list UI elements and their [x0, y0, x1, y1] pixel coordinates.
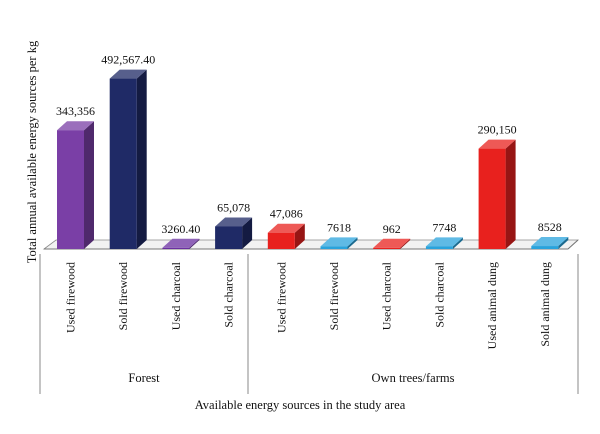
- bar: [267, 223, 305, 249]
- bar-top: [478, 139, 516, 149]
- bar-front: [320, 246, 348, 249]
- value-label: 3260.40: [161, 222, 200, 236]
- category-label: Used animal dung: [485, 262, 499, 349]
- bar: [425, 237, 463, 249]
- bar: [478, 139, 516, 249]
- bar-side: [84, 121, 94, 249]
- bar-side: [294, 223, 305, 249]
- bar: [320, 237, 358, 249]
- bar: [57, 121, 94, 249]
- value-label: 290,150: [478, 123, 517, 137]
- bar-top: [373, 238, 411, 248]
- bars: [57, 69, 569, 249]
- category-label: Sold animal dung: [538, 262, 552, 347]
- bar-top: [425, 237, 463, 247]
- value-label: 343,356: [56, 104, 95, 118]
- value-label: 65,078: [217, 200, 250, 214]
- bar-front: [215, 226, 243, 249]
- value-labels: 343,356 492,567.40 3260.40 65,078 47,086 7618…: [56, 53, 562, 236]
- value-label: 7748: [432, 220, 456, 234]
- bar-front: [267, 232, 295, 249]
- bar-side: [400, 238, 411, 249]
- bar-top: [267, 223, 305, 233]
- bar-top: [215, 217, 253, 227]
- bar-front: [478, 148, 506, 249]
- bar-front: [57, 130, 84, 249]
- bar-top: [162, 238, 200, 248]
- bar-front: [425, 246, 453, 249]
- bar-front: [531, 246, 559, 249]
- bar: [162, 238, 200, 249]
- bar: [109, 69, 147, 249]
- bar: [215, 217, 253, 249]
- bar-front: [373, 247, 401, 249]
- bar-side: [347, 237, 358, 249]
- category-label: Sold charcoal: [432, 261, 446, 327]
- bar-side: [189, 238, 200, 249]
- value-label: 7618: [327, 220, 351, 234]
- category-label: Used charcoal: [380, 261, 394, 330]
- category-label: Sold charcoal: [222, 261, 236, 327]
- value-label: 8528: [538, 220, 562, 234]
- bar: [373, 238, 411, 249]
- category-label: Sold firewood: [327, 262, 341, 330]
- bar-front: [109, 78, 137, 249]
- category-label: Sold firewood: [116, 262, 130, 330]
- group-labels: Forest Own trees/farms: [39, 254, 579, 394]
- bar-side: [505, 139, 516, 249]
- group-label: Forest: [128, 371, 160, 385]
- value-label: 962: [383, 222, 401, 236]
- bar-top: [531, 237, 569, 247]
- x-axis-label: Available energy sources in the study ar…: [195, 398, 406, 412]
- category-label: Used firewood: [64, 262, 78, 333]
- value-label: 47,086: [270, 207, 303, 221]
- bar-front: [162, 247, 190, 249]
- group-label: Own trees/farms: [372, 371, 455, 385]
- category-label: Used charcoal: [169, 261, 183, 330]
- floor-edge: [567, 239, 579, 250]
- category-labels: Used firewood Sold firewood Used charcoal S…: [64, 261, 552, 349]
- bar: [531, 237, 569, 249]
- bar-side: [136, 69, 147, 249]
- bar-top: [57, 121, 94, 131]
- bar-top: [109, 69, 147, 79]
- bar-side: [242, 217, 253, 249]
- y-axis-label: Total annual available energy sources pe…: [25, 40, 39, 263]
- bar-side: [558, 237, 569, 249]
- bar-top: [320, 237, 358, 247]
- value-label: 492,567.40: [101, 53, 155, 67]
- category-label: Used firewood: [274, 262, 288, 333]
- bar-side: [452, 237, 463, 249]
